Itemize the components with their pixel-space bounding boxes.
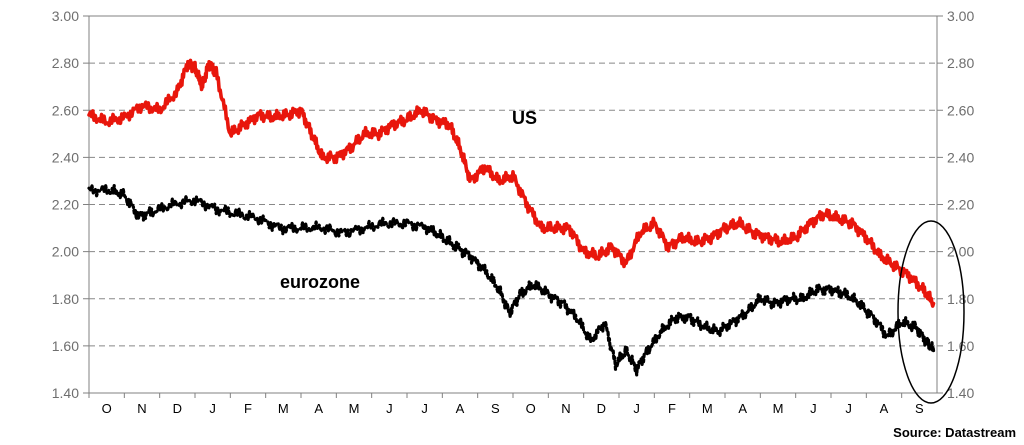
x-tick-label: J: [386, 401, 393, 416]
x-tick-label: S: [491, 401, 500, 416]
y-tick-label: 1.60: [52, 338, 79, 354]
x-tick-label: M: [702, 401, 713, 416]
y-tick-label: 2.00: [52, 244, 79, 260]
y-tick-label: 1.40: [52, 385, 79, 401]
y-tick-label: 2.60: [947, 102, 974, 118]
y-tick-label: 2.60: [52, 102, 79, 118]
eurozone-series-line: [87, 183, 936, 377]
x-tick-label: M: [349, 401, 360, 416]
y-tick-label: 1.80: [947, 291, 974, 307]
x-tick-label: A: [314, 401, 323, 416]
highlight-ellipse: [897, 220, 965, 404]
y-tick-label: 2.40: [52, 149, 79, 165]
x-tick-label: A: [456, 401, 465, 416]
x-tick-label: N: [561, 401, 570, 416]
x-tick-label: D: [173, 401, 182, 416]
y-tick-label: 2.20: [52, 197, 79, 213]
x-tick-label: A: [880, 401, 889, 416]
eurozone-series-label: eurozone: [280, 272, 360, 292]
y-axis-left: 1.40 1.60 1.80 2.00 2.20 2.40 2.60 2.80 3.00: [52, 8, 89, 401]
y-tick-label: 1.60: [947, 338, 974, 354]
x-tick-label: J: [845, 401, 852, 416]
y-tick-label: 2.40: [947, 149, 974, 165]
x-tick-label: F: [668, 401, 676, 416]
us-series-line: [87, 58, 936, 308]
x-tick-label: M: [278, 401, 289, 416]
x-tick-label: O: [102, 401, 112, 416]
y-axis-right: 1.40 1.60 1.80 2.00 2.20 2.40 2.60 2.80 3.00: [937, 8, 974, 401]
x-tick-label: M: [773, 401, 784, 416]
x-tick-label: J: [421, 401, 428, 416]
y-tick-label: 2.00: [947, 244, 974, 260]
y-tick-label: 1.80: [52, 291, 79, 307]
x-tick-label: J: [209, 401, 216, 416]
x-tick-label: D: [597, 401, 606, 416]
y-tick-label: 2.20: [947, 197, 974, 213]
x-tick-label: N: [137, 401, 146, 416]
y-tick-label: 2.80: [52, 55, 79, 71]
gridlines: [89, 62, 937, 347]
x-tick-label: A: [738, 401, 747, 416]
series-group: [87, 58, 936, 377]
x-tick-label: O: [526, 401, 536, 416]
x-tick-label: J: [633, 401, 640, 416]
y-tick-label: 2.80: [947, 55, 974, 71]
y-tick-label: 3.00: [947, 8, 974, 24]
us-series-label: US: [512, 108, 537, 128]
source-note: Source: Datastream: [893, 425, 1016, 440]
y-tick-label: 3.00: [52, 8, 79, 24]
x-tick-label: J: [810, 401, 817, 416]
y-tick-label: 1.40: [947, 385, 974, 401]
x-tick-label: F: [244, 401, 252, 416]
x-tick-label: S: [915, 401, 924, 416]
